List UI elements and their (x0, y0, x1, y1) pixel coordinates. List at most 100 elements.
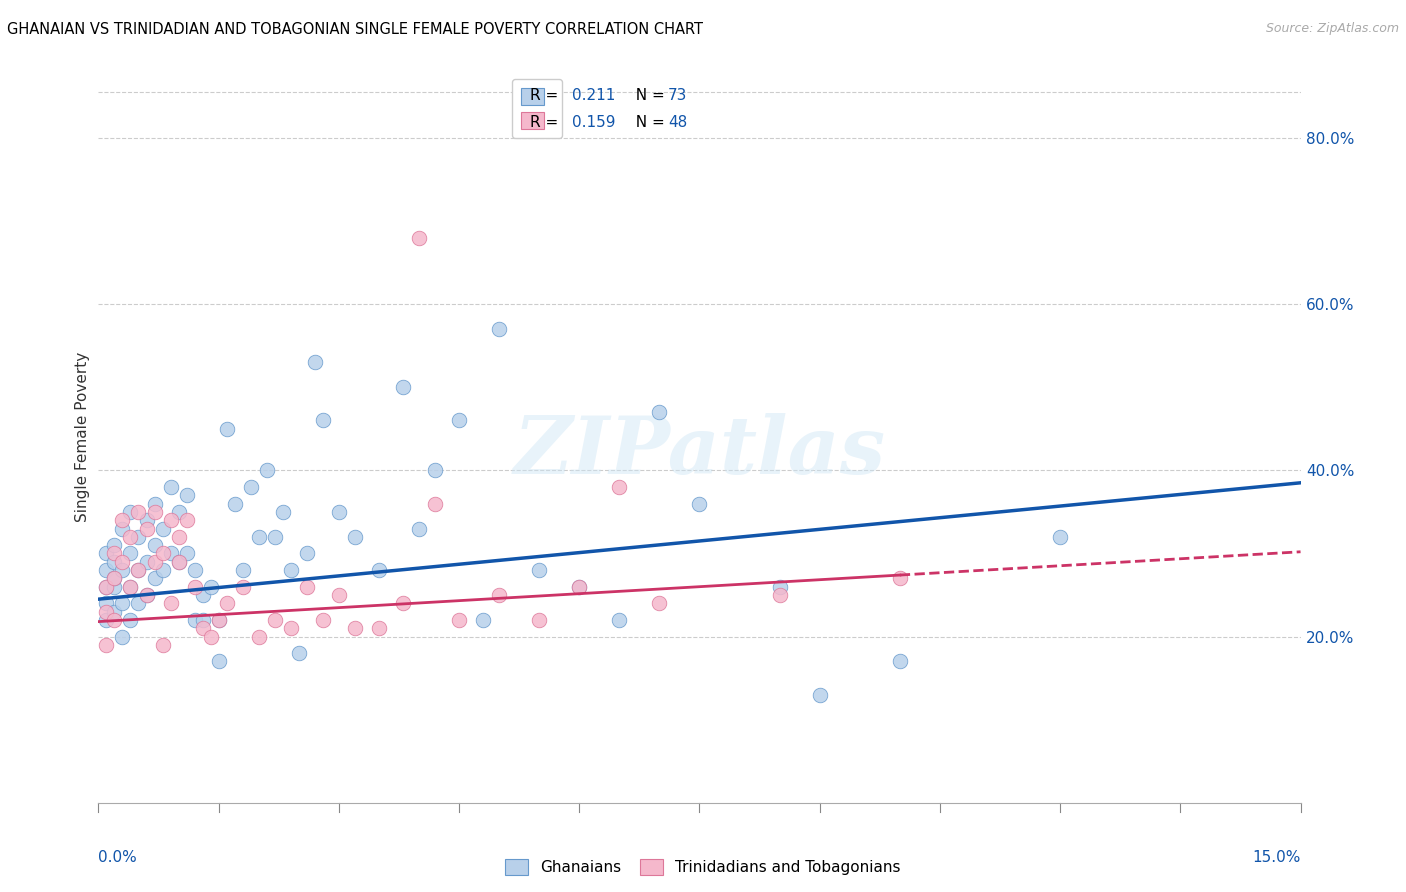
Point (343, 530, 366, 544)
Point (769, 580, 792, 594)
Point (423, 463, 446, 477)
Point (280, 563, 302, 577)
Point (408, 521, 430, 535)
Point (120, 580, 142, 594)
Point (208, 613, 231, 627)
Point (135, 513, 157, 527)
Point (568, 580, 591, 594)
Point (135, 555, 157, 569)
Point (183, 563, 205, 577)
Text: 0.0%: 0.0% (98, 850, 138, 865)
Point (152, 546, 174, 560)
Point (103, 613, 125, 627)
Point (408, 230, 430, 244)
Legend: Ghanaians, Trinidadians and Tobagonians: Ghanaians, Trinidadians and Tobagonians (498, 851, 908, 882)
Legend: , : , (512, 79, 562, 138)
Point (200, 580, 222, 594)
Point (167, 530, 190, 544)
Text: N =: N = (626, 115, 669, 129)
Point (239, 480, 262, 494)
Point (176, 546, 198, 560)
Point (143, 538, 166, 552)
Point (224, 497, 246, 511)
Point (128, 530, 150, 544)
Point (488, 322, 510, 336)
Point (392, 380, 415, 394)
Point (295, 546, 318, 560)
Text: Source: ZipAtlas.com: Source: ZipAtlas.com (1265, 22, 1399, 36)
Point (529, 613, 551, 627)
Point (96, 580, 118, 594)
Point (128, 563, 150, 577)
Point (167, 555, 190, 569)
Point (96, 596, 118, 610)
Point (103, 555, 125, 569)
Point (328, 588, 350, 602)
Point (312, 413, 335, 427)
Point (232, 563, 254, 577)
Point (208, 655, 231, 669)
Point (135, 588, 157, 602)
Point (152, 638, 174, 652)
Point (103, 571, 125, 585)
Point (343, 621, 366, 635)
Point (176, 513, 198, 527)
Point (96, 638, 118, 652)
Point (200, 630, 222, 644)
Text: 0.211: 0.211 (572, 87, 616, 103)
Point (111, 596, 134, 610)
Point (529, 563, 551, 577)
Point (1049, 530, 1071, 544)
Point (120, 530, 142, 544)
Point (232, 580, 254, 594)
Point (368, 563, 391, 577)
Point (96, 605, 118, 619)
Text: 0.159: 0.159 (572, 115, 616, 129)
Point (96, 546, 118, 560)
Point (152, 521, 174, 535)
Point (447, 613, 470, 627)
Point (256, 463, 278, 477)
Text: 73: 73 (668, 87, 688, 103)
Point (472, 613, 495, 627)
Point (120, 546, 142, 560)
Point (152, 563, 174, 577)
Point (159, 596, 181, 610)
Point (128, 563, 150, 577)
Point (889, 571, 911, 585)
Point (368, 621, 391, 635)
Point (143, 505, 166, 519)
Point (889, 655, 911, 669)
Point (191, 621, 214, 635)
Text: 48: 48 (668, 115, 688, 129)
Point (769, 588, 792, 602)
Point (103, 571, 125, 585)
Point (128, 596, 150, 610)
Point (328, 505, 350, 519)
Text: GHANAIAN VS TRINIDADIAN AND TOBAGONIAN SINGLE FEMALE POVERTY CORRELATION CHART: GHANAIAN VS TRINIDADIAN AND TOBAGONIAN S… (7, 22, 703, 37)
Point (176, 488, 198, 502)
Point (143, 497, 166, 511)
Point (111, 630, 134, 644)
Point (135, 521, 157, 535)
Point (111, 513, 134, 527)
Point (808, 688, 831, 702)
Point (143, 555, 166, 569)
Point (103, 546, 125, 560)
Point (191, 613, 214, 627)
Point (288, 646, 311, 660)
Y-axis label: Single Female Poverty: Single Female Poverty (75, 352, 90, 522)
Point (111, 555, 134, 569)
Point (247, 630, 270, 644)
Point (159, 480, 181, 494)
Point (96, 580, 118, 594)
Point (120, 580, 142, 594)
Point (167, 505, 190, 519)
Point (609, 613, 631, 627)
Text: R =: R = (530, 115, 564, 129)
Point (183, 580, 205, 594)
Point (215, 422, 238, 436)
Point (183, 613, 205, 627)
Point (111, 563, 134, 577)
Point (120, 505, 142, 519)
